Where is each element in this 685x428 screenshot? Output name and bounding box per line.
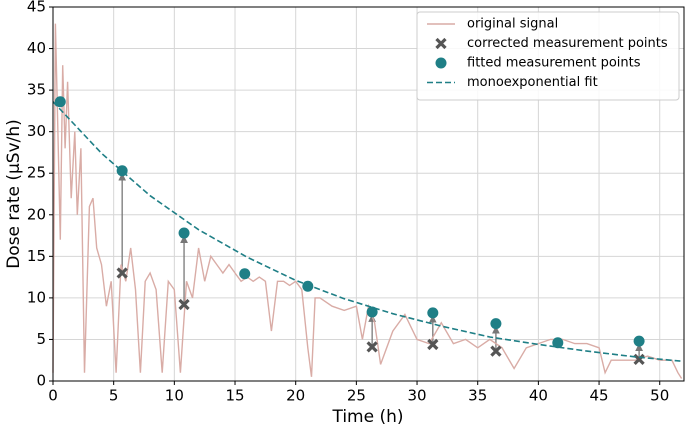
y-tick-label: 30 [27, 122, 46, 140]
y-tick-label: 0 [36, 372, 46, 390]
x-tick-label: 35 [468, 387, 487, 405]
y-axis-title: Dose rate (μSv/h) [4, 119, 24, 269]
point-marker [427, 338, 439, 351]
y-tick-label: 40 [27, 39, 46, 57]
x-axis-title: Time (h) [331, 407, 403, 427]
point-marker [552, 337, 564, 349]
x-tick-label: 10 [165, 387, 184, 405]
point-marker [427, 307, 439, 319]
legend-label: monoexponential fit [467, 75, 598, 90]
point-marker [366, 306, 378, 318]
point-marker [178, 227, 190, 239]
x-tick-label: 45 [590, 387, 609, 405]
y-tick-label: 10 [27, 288, 46, 306]
point-marker [490, 318, 502, 330]
plot-frame [52, 6, 685, 382]
legend-swatch [435, 57, 447, 69]
point-marker [302, 280, 314, 292]
point-marker [633, 335, 645, 347]
point-marker [116, 267, 128, 279]
x-tick-label: 0 [48, 387, 58, 405]
y-tick-label: 20 [27, 205, 46, 223]
x-tick-label: 30 [407, 387, 426, 405]
point-marker [633, 353, 645, 366]
x-tick-label: 5 [109, 387, 119, 405]
point-marker [178, 298, 190, 311]
y-tick-label: 35 [27, 81, 46, 99]
point-marker [366, 341, 378, 353]
y-tick-label: 45 [27, 0, 46, 16]
legend-box [416, 11, 680, 101]
y-tick-label: 5 [36, 330, 46, 348]
x-tick-label: 50 [650, 387, 669, 405]
legend-label: corrected measurement points [467, 36, 668, 51]
legend-label: original signal [467, 17, 558, 32]
x-tick-label: 25 [347, 387, 366, 405]
y-tick-label: 25 [27, 164, 46, 182]
series-line [52, 23, 683, 379]
point-marker [490, 345, 502, 357]
legend-label: fitted measurement points [467, 56, 641, 71]
y-tick-label: 15 [27, 247, 46, 265]
x-tick-label: 20 [286, 387, 305, 405]
point-marker [54, 96, 66, 108]
legend-swatch [435, 37, 447, 50]
series-line [52, 101, 681, 362]
point-marker [239, 268, 251, 280]
x-tick-label: 40 [529, 387, 548, 405]
x-tick-label: 15 [225, 387, 244, 405]
